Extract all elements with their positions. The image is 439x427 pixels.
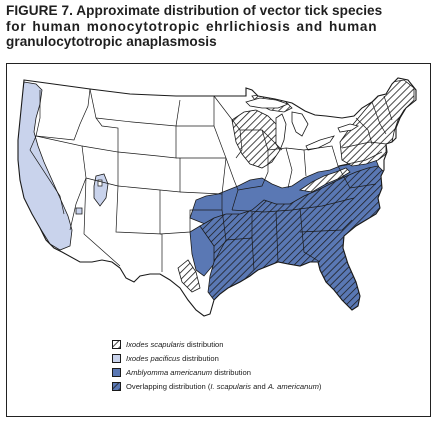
swatch-overlap	[112, 382, 121, 391]
legend-label-americanum: Amblyomma americanum distribution	[126, 368, 251, 377]
title-line-3: granulocytotropic anaplasmosis	[6, 34, 217, 49]
legend-label-pacificus: Ixodes pacificus distribution	[126, 354, 219, 363]
title-line-1: FIGURE 7. Approximate distribution of ve…	[6, 3, 383, 18]
state-borders	[29, 88, 393, 272]
swatch-pacificus	[112, 354, 121, 363]
lake-huron	[291, 111, 309, 137]
lake-erie	[305, 135, 335, 151]
legend-label-scapularis: Ixodes scapularis distribution	[126, 340, 224, 349]
lake-superior	[245, 97, 290, 109]
lake-michigan	[275, 113, 287, 151]
swatch-scapularis	[112, 340, 121, 349]
scapularis-ohio-valley-strip	[298, 167, 351, 193]
figure-title: FIGURE 7. Approximate distribution of ve…	[6, 3, 436, 50]
scapularis-texas-edge	[177, 259, 201, 293]
lake-ontario	[337, 123, 359, 133]
utah-pacificus-patch	[93, 173, 109, 207]
legend-label-overlap: Overlapping distribution (I. scapularis …	[126, 382, 322, 391]
arizona-pacificus-patch	[75, 207, 83, 215]
title-line-2: for human monocytotropic ehrlichiosis an…	[6, 18, 378, 34]
swatch-americanum	[112, 368, 121, 377]
